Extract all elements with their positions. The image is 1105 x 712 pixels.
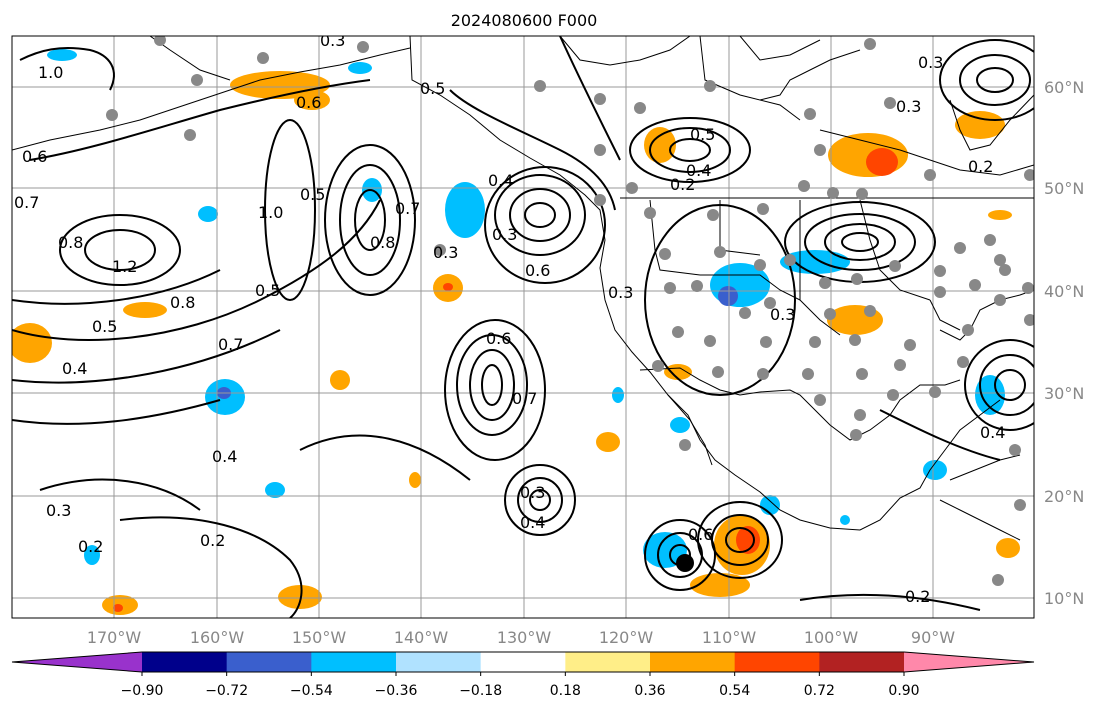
storm-center-marker (676, 554, 694, 572)
contour-label: 0.8 (370, 233, 395, 252)
colorbar-tick-label: −0.54 (290, 683, 333, 699)
contour-label: 0.7 (218, 335, 243, 354)
contour-label: 1.0 (258, 203, 283, 222)
contour-label: 0.5 (420, 79, 445, 98)
colorbar-segment (819, 652, 905, 672)
longitude-axis: 170°W 160°W 150°W 140°W 130°W 120°W 110°… (87, 628, 955, 647)
colorbar-segment (565, 652, 651, 672)
contour-label: 0.3 (918, 53, 943, 72)
map-title: 2024080600 F000 (451, 11, 598, 30)
contour-label: 0.3 (46, 501, 71, 520)
graticule (12, 36, 1034, 618)
colorbar-segment (396, 652, 482, 672)
lon-label: 100°W (804, 628, 859, 647)
colorbar-tick-label: 0.18 (550, 683, 581, 699)
contour-label: 0.7 (14, 193, 39, 212)
lat-label: 40°N (1044, 282, 1084, 301)
coastlines (12, 36, 1034, 541)
contour-label: 0.4 (488, 171, 513, 190)
contour-label: 0.5 (255, 281, 280, 300)
contour-label: 0.2 (200, 531, 225, 550)
contour-label: 0.6 (688, 525, 713, 544)
contour-label: 0.7 (395, 199, 420, 218)
colorbar-segment (480, 652, 566, 672)
contour-label: 0.3 (770, 305, 795, 324)
colorbar: −0.90 −0.72 −0.54 −0.36 −0.18 0.18 0.36 0.54 0.7… (11, 651, 1035, 699)
contour-label: 1.2 (112, 257, 137, 276)
contour-label: 0.6 (296, 93, 321, 112)
map-frame (11, 35, 1035, 619)
colorbar-segment (142, 652, 228, 672)
contour-label: 0.6 (525, 261, 550, 280)
colorbar-tick-label: −0.72 (205, 683, 248, 699)
colorbar-tick-label: 0.90 (888, 683, 919, 699)
contour-label: 0.6 (22, 147, 47, 166)
contour-label: 0.4 (686, 161, 711, 180)
contour-label: 0.2 (78, 537, 103, 556)
contour-labels: 1.0 0.3 0.6 0.5 0.6 0.7 0.8 1.2 0.8 0.5 … (14, 31, 1005, 606)
contour-label: 0.4 (62, 359, 87, 378)
contour-label: 0.4 (212, 447, 237, 466)
contour-label: 0.8 (170, 293, 195, 312)
contour-label: 0.2 (968, 157, 993, 176)
colorbar-extend-low (12, 652, 142, 672)
lon-label: 110°W (702, 628, 757, 647)
contour-label: 0.5 (92, 317, 117, 336)
lon-label: 160°W (190, 628, 245, 647)
colorbar-tick-label: −0.18 (459, 683, 502, 699)
contour-label: 0.3 (896, 97, 921, 116)
lat-label: 30°N (1044, 384, 1084, 403)
lon-label: 170°W (87, 628, 142, 647)
colorbar-segment (226, 652, 312, 672)
map-panel: 1.0 0.3 0.6 0.5 0.6 0.7 0.8 1.2 0.8 0.5 … (11, 31, 1035, 619)
lon-label: 140°W (394, 628, 449, 647)
contour-label: 0.4 (980, 423, 1005, 442)
contour-label: 0.3 (433, 243, 458, 262)
colorbar-extend-high (904, 652, 1034, 672)
contour-label: 1.0 (38, 63, 63, 82)
contour-label: 0.4 (520, 513, 545, 532)
contour-label: 0.3 (520, 483, 545, 502)
lon-label: 120°W (599, 628, 654, 647)
contour-label: 0.7 (512, 389, 537, 408)
lat-label: 50°N (1044, 179, 1084, 198)
contour-label: 0.3 (608, 283, 633, 302)
contour-label: 0.5 (300, 185, 325, 204)
contour-label: 0.2 (905, 587, 930, 606)
colorbar-tick-label: −0.36 (375, 683, 418, 699)
contour-lines (12, 36, 1034, 618)
contour-label: 0.5 (690, 125, 715, 144)
contour-label: 0.8 (58, 233, 83, 252)
contour-label: 0.3 (320, 31, 345, 50)
colorbar-segment (734, 652, 820, 672)
lat-label: 10°N (1044, 589, 1084, 608)
colorbar-segment (650, 652, 736, 672)
latitude-axis: 60°N 50°N 40°N 30°N 20°N 10°N (1044, 78, 1084, 608)
colorbar-tick-label: −0.90 (121, 683, 164, 699)
lon-label: 90°W (911, 628, 955, 647)
colorbar-segment (311, 652, 397, 672)
colorbar-tick-label: 0.36 (634, 683, 665, 699)
colorbar-tick-label: 0.72 (804, 683, 835, 699)
lat-label: 60°N (1044, 78, 1084, 97)
contour-label: 0.6 (486, 329, 511, 348)
lat-label: 20°N (1044, 487, 1084, 506)
colorbar-tick-label: 0.54 (719, 683, 750, 699)
lon-label: 130°W (497, 628, 552, 647)
contour-label: 0.2 (670, 175, 695, 194)
station-markers (106, 36, 1034, 586)
lon-label: 150°W (292, 628, 347, 647)
contour-label: 0.3 (492, 225, 517, 244)
